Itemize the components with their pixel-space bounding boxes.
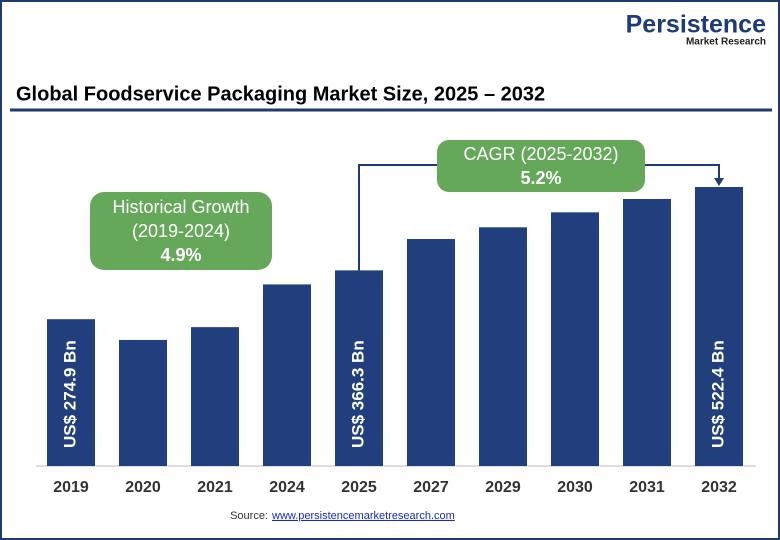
brand-name: Persistence bbox=[626, 11, 766, 39]
source-label: Source: bbox=[230, 510, 268, 522]
chart-title: Global Foodservice Packaging Market Size… bbox=[16, 83, 545, 105]
x-tick-label: 2020 bbox=[125, 479, 161, 496]
value-label: US$ 522.4 Bn bbox=[708, 340, 727, 448]
x-tick-label: 2025 bbox=[341, 479, 377, 496]
bar bbox=[479, 227, 527, 466]
x-tick-label: 2030 bbox=[557, 479, 593, 496]
bar bbox=[623, 198, 671, 466]
historical-label: Historical Growth bbox=[112, 197, 249, 217]
bar bbox=[47, 319, 95, 466]
bar bbox=[407, 239, 455, 466]
x-tick-label: 2027 bbox=[413, 479, 449, 496]
x-tick-label: 2031 bbox=[629, 479, 665, 496]
x-tick-label: 2019 bbox=[53, 479, 89, 496]
historical-period: (2019-2024) bbox=[132, 221, 230, 241]
historical-box bbox=[90, 192, 272, 270]
cagr-label: CAGR (2025-2032) bbox=[463, 144, 618, 164]
x-tick-label: 2032 bbox=[701, 479, 737, 496]
arrow-head bbox=[714, 178, 724, 186]
historical-rate: 4.9% bbox=[160, 245, 201, 265]
bar bbox=[191, 327, 239, 466]
bar bbox=[551, 212, 599, 466]
x-tick-label: 2021 bbox=[197, 479, 233, 496]
brand-tagline: Market Research bbox=[686, 37, 766, 48]
cagr-box bbox=[437, 140, 645, 192]
cagr-rate: 5.2% bbox=[520, 168, 561, 188]
bar bbox=[263, 284, 311, 466]
x-tick-label: 2029 bbox=[485, 479, 521, 496]
x-tick-label: 2024 bbox=[269, 479, 305, 496]
bar bbox=[119, 339, 167, 466]
source-link[interactable]: www.persistencemarketresearch.com bbox=[271, 510, 455, 522]
value-label: US$ 274.9 Bn bbox=[60, 340, 79, 448]
bar bbox=[695, 187, 743, 466]
value-label: US$ 366.3 Bn bbox=[348, 340, 367, 448]
bar bbox=[335, 270, 383, 466]
